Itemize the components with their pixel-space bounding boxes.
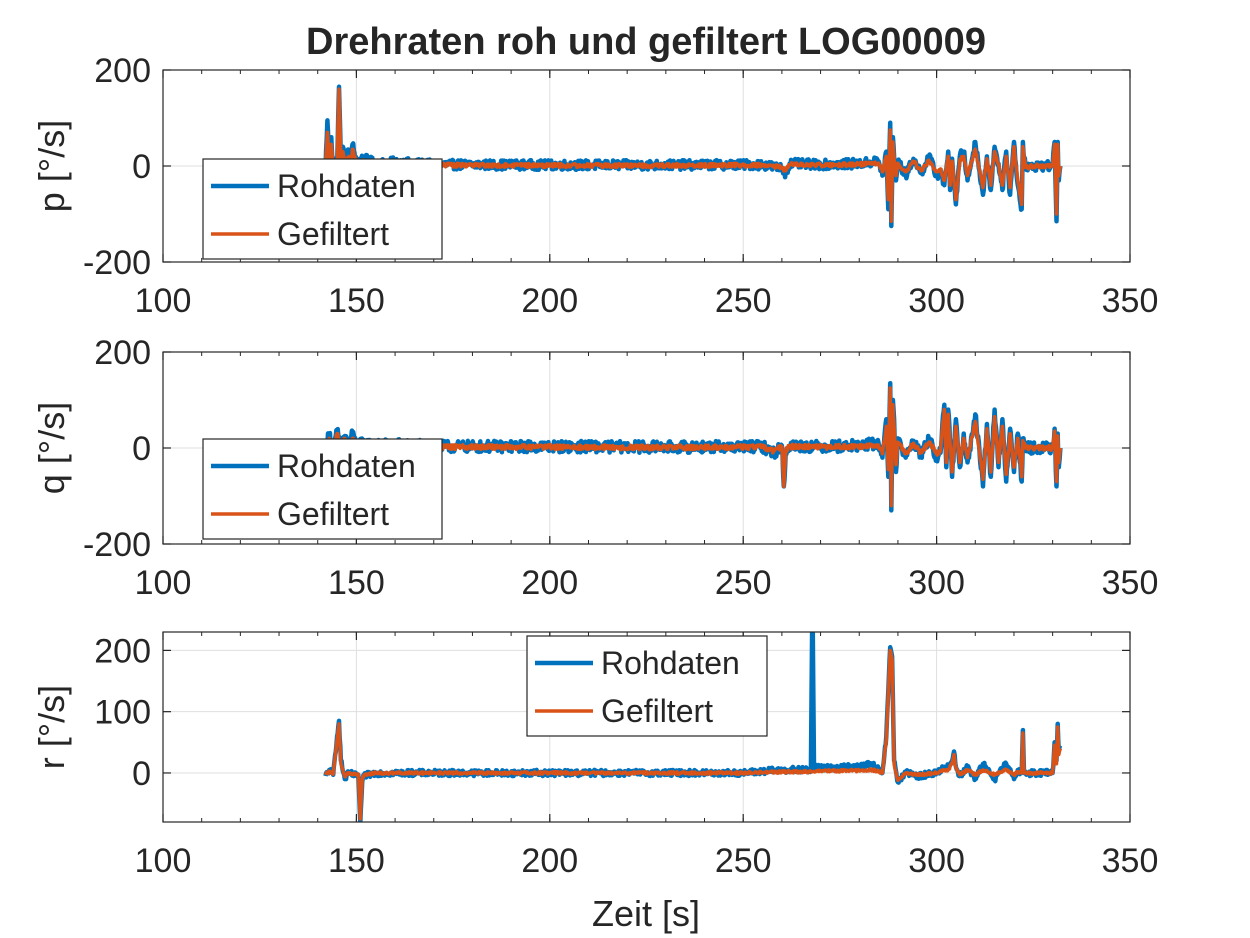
y-tick-label: 0 (132, 148, 151, 186)
x-tick-label: 100 (135, 282, 192, 320)
x-tick-label: 250 (715, 842, 772, 880)
ticks: 100 150 200 250 300 350 -200 0 200 (83, 52, 1158, 320)
subplot-2: 100 150 200 250 300 350 -200 0 200 q [°/s] Rohdate… (31, 334, 1158, 602)
x-tick-label: 300 (908, 842, 965, 880)
legend-item-gefiltert[interactable]: Gefiltert (211, 496, 389, 532)
x-tick-label: 150 (328, 842, 385, 880)
x-tick-label: 250 (715, 564, 772, 602)
legend-item-rohdaten[interactable]: Rohdaten (211, 168, 416, 204)
x-tick-label: 100 (135, 564, 192, 602)
legend-label: Gefiltert (601, 693, 713, 729)
legend-box (202, 438, 443, 540)
legend[interactable]: Rohdaten Gefiltert (202, 438, 443, 540)
series-group (323, 84, 1063, 229)
series-line-gefiltert (323, 87, 1063, 223)
x-tick-label: 250 (715, 282, 772, 320)
y-tick-label: 200 (94, 52, 151, 90)
legend-box (526, 635, 768, 737)
figure-title: Drehraten roh und gefiltert LOG00009 (306, 21, 986, 63)
x-tick-label: 150 (328, 282, 385, 320)
x-tick-label: 300 (908, 564, 965, 602)
series-group (323, 380, 1063, 513)
axes-box (162, 631, 1131, 823)
x-tick-label: 200 (521, 842, 578, 880)
legend-box (202, 158, 443, 260)
legend-label: Gefiltert (277, 496, 389, 532)
x-tick-label: 300 (908, 282, 965, 320)
ticks: 100 150 200 250 300 350 0 100 200 (94, 632, 1158, 880)
y-axis-label: r [°/s] (31, 685, 72, 769)
x-tick-label: 350 (1102, 564, 1159, 602)
y-tick-label: 200 (94, 334, 151, 372)
legend[interactable]: Rohdaten Gefiltert (526, 635, 768, 737)
series-group (323, 632, 1063, 822)
legend-item-rohdaten[interactable]: Rohdaten (535, 645, 740, 681)
series-line-gefiltert (323, 648, 1063, 821)
y-tick-label: 200 (94, 632, 151, 670)
subplot-1: 100 150 200 250 300 350 -200 0 200 p [°/s] Rohdate… (31, 52, 1158, 320)
x-tick-label: 200 (521, 564, 578, 602)
legend-label: Rohdaten (277, 448, 416, 484)
subplot-3: 100 150 200 250 300 350 0 100 200 r [°/s] Rohdaten… (31, 631, 1158, 880)
y-tick-label: 0 (132, 430, 151, 468)
x-tick-label: 150 (328, 564, 385, 602)
y-tick-label: -200 (83, 526, 151, 564)
legend-label: Rohdaten (277, 168, 416, 204)
x-tick-label: 100 (135, 842, 192, 880)
legend-label: Gefiltert (277, 216, 389, 252)
y-tick-label: -200 (83, 244, 151, 282)
x-tick-label: 200 (521, 282, 578, 320)
series-line-gefiltert (323, 386, 1063, 508)
x-tick-label: 350 (1102, 282, 1159, 320)
y-axis-label: p [°/s] (31, 120, 72, 212)
legend-item-rohdaten[interactable]: Rohdaten (211, 448, 416, 484)
ticks: 100 150 200 250 300 350 -200 0 200 (83, 334, 1158, 602)
x-axis-label: Zeit [s] (592, 893, 700, 934)
legend[interactable]: Rohdaten Gefiltert (202, 158, 443, 260)
legend-item-gefiltert[interactable]: Gefiltert (211, 216, 389, 252)
x-tick-label: 350 (1102, 842, 1159, 880)
subplots: 100 150 200 250 300 350 -200 0 200 p [°/s] Rohdate… (31, 52, 1158, 880)
legend-label: Rohdaten (601, 645, 740, 681)
y-tick-label: 0 (132, 755, 151, 793)
y-tick-label: 100 (94, 694, 151, 732)
legend-item-gefiltert[interactable]: Gefiltert (535, 693, 713, 729)
y-axis-label: q [°/s] (31, 402, 72, 494)
